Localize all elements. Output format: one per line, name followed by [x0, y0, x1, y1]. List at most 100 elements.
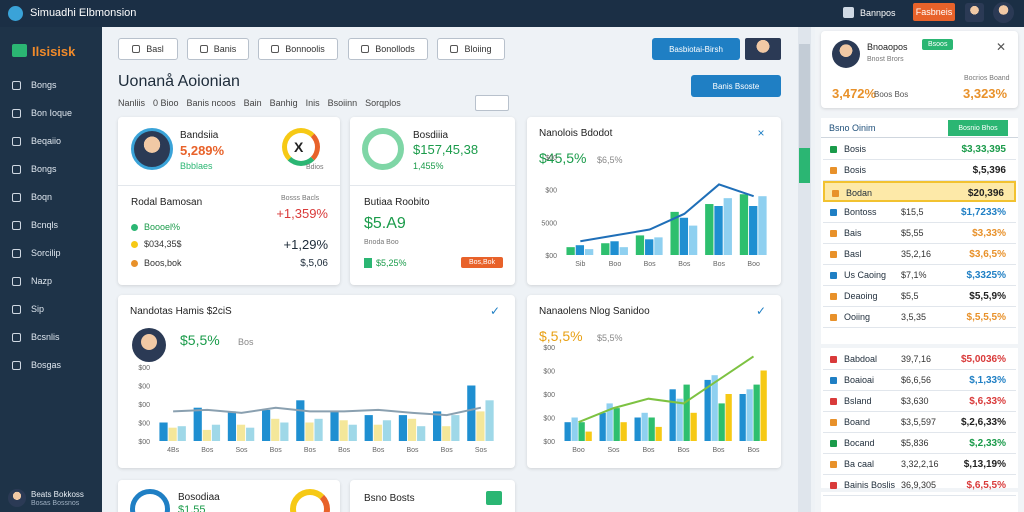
row-label: Babdoal: [844, 354, 878, 364]
bar: [202, 429, 211, 441]
x-tick-label: Bos: [677, 447, 690, 454]
bar: [634, 417, 641, 441]
toolbar-button[interactable]: Bonnoolis: [258, 38, 338, 60]
table-row: Bais $5,55 $3,33%: [823, 223, 1016, 244]
nav-item[interactable]: Bcsnlis: [12, 332, 60, 342]
table-row: Deaoing $5,5 $5,5,9%: [823, 286, 1016, 307]
y-tick-label: $00: [138, 421, 150, 428]
filter[interactable]: Sorqplos: [365, 98, 401, 108]
divider: [118, 185, 340, 186]
table-row: Boand $3,5,597 $,2,6,33%: [823, 412, 1016, 433]
close-button[interactable]: ✕: [996, 40, 1007, 54]
nav-label: Sip: [31, 304, 45, 314]
x-tick-label: Bos: [642, 447, 655, 454]
x-tick-label: Boo: [609, 261, 622, 268]
filter[interactable]: Banis ncoos: [186, 98, 236, 108]
table-button[interactable]: Bosnio Bhos: [948, 120, 1008, 136]
toolbar-button[interactable]: Banis: [187, 38, 249, 60]
chart-sub: $6,5%: [597, 155, 623, 165]
avatar[interactable]: [965, 3, 984, 22]
nav-icon: [12, 332, 21, 342]
avatar[interactable]: [745, 38, 781, 60]
nav-item[interactable]: Bosgas: [12, 360, 61, 370]
nav-item[interactable]: Beqaiio: [12, 136, 61, 146]
nav-item[interactable]: Bon Ioque: [12, 108, 72, 118]
table-row: Bocand $5,836 $,2,33%: [823, 433, 1016, 454]
bar: [670, 211, 679, 255]
row-mid: 3,32,2,16: [901, 459, 939, 469]
row-value: $,5,06: [300, 258, 328, 269]
x-tick-label: Bos: [712, 447, 725, 454]
nav-item[interactable]: Bongs: [12, 80, 57, 90]
nav-item[interactable]: Sorcilip: [12, 248, 61, 258]
row-icon: [830, 461, 837, 468]
row-mid: $3,5,597: [901, 417, 937, 427]
filter[interactable]: Nanliis: [118, 98, 146, 108]
row-value: $,3325%: [966, 270, 1006, 281]
filter[interactable]: Bain: [243, 98, 262, 108]
row-mid: $15,5: [901, 207, 924, 217]
y-tick-label: $00: [543, 345, 555, 352]
row-label: Boand: [844, 417, 871, 427]
home-icon[interactable]: [843, 7, 854, 18]
nav-item[interactable]: Bcnqls: [12, 220, 58, 230]
bar: [705, 204, 714, 255]
scroll-thumb[interactable]: [799, 44, 810, 148]
top-button[interactable]: Fasbneis: [913, 3, 955, 21]
card-sub: 1,455%: [413, 161, 444, 171]
scroll-thumb[interactable]: [799, 148, 810, 183]
x-tick-label: Bos: [304, 447, 317, 454]
avatar[interactable]: [993, 2, 1014, 23]
table-title: Bsno Oinim: [829, 123, 876, 133]
nav-item[interactable]: Nazp: [12, 276, 52, 286]
filter[interactable]: Bsoiinn: [327, 98, 358, 108]
chart-value: $45,5%: [539, 150, 586, 166]
row-icon: [830, 146, 837, 153]
line: [173, 406, 482, 417]
bar: [635, 235, 645, 255]
chart-value: $5,5%: [180, 332, 220, 348]
ring-icon: [130, 489, 170, 512]
bar: [599, 412, 606, 441]
x-tick-label: Bos: [338, 447, 351, 454]
nav-item[interactable]: Bongs: [12, 164, 57, 174]
bar: [619, 247, 628, 255]
nav-icon: [12, 164, 21, 174]
nav-item[interactable]: Sip: [12, 304, 44, 314]
y-tick-label: $00: [543, 439, 555, 446]
bar: [485, 400, 494, 441]
row-value: $20,396: [967, 188, 1004, 199]
filter[interactable]: Banhig: [269, 98, 298, 108]
avatar-face: [141, 334, 157, 350]
gauge: [290, 489, 330, 512]
dropdown[interactable]: [475, 95, 509, 111]
bar: [571, 417, 578, 441]
primary-button[interactable]: Basbiotai-Birsh: [652, 38, 740, 60]
bar: [339, 420, 348, 441]
row-label: $034,35$: [144, 239, 182, 249]
nav-item[interactable]: Boqn: [12, 192, 52, 202]
badge-icon: [486, 491, 502, 505]
toolbar-button[interactable]: Basl: [118, 38, 178, 60]
bar: [704, 379, 711, 441]
chart: Nanolois Bdodot $45,5% $6,5% × $00 5000 $00 $00…: [539, 126, 767, 268]
row-icon: [830, 377, 837, 384]
toolbar-button[interactable]: Bloiing: [437, 38, 505, 60]
bar: [575, 245, 585, 255]
filter[interactable]: 0 Bioo: [153, 98, 179, 108]
avatar: [131, 128, 173, 170]
logo-text: Ilsisisk: [32, 44, 76, 59]
card-name: Bandsiia: [180, 130, 219, 141]
secondary-button[interactable]: Banis Bsoste: [691, 75, 781, 97]
y-tick-label: $00: [545, 155, 557, 162]
row-value: $,2,6,33%: [960, 417, 1006, 428]
chart: Nandotas Hamis $2ciS $5,5% Bos ✓ $00 $00 $00 $0…: [130, 304, 500, 454]
top-link[interactable]: Bannpos: [860, 8, 896, 18]
x-tick-label: Boo: [747, 261, 760, 268]
filter[interactable]: Inis: [305, 98, 320, 108]
toolbar-button[interactable]: Bonollods: [348, 38, 428, 60]
nav-icon: [12, 220, 21, 230]
row-icon: [830, 209, 837, 216]
y-tick-label: $00: [138, 384, 150, 391]
nav-icon: [12, 276, 21, 286]
